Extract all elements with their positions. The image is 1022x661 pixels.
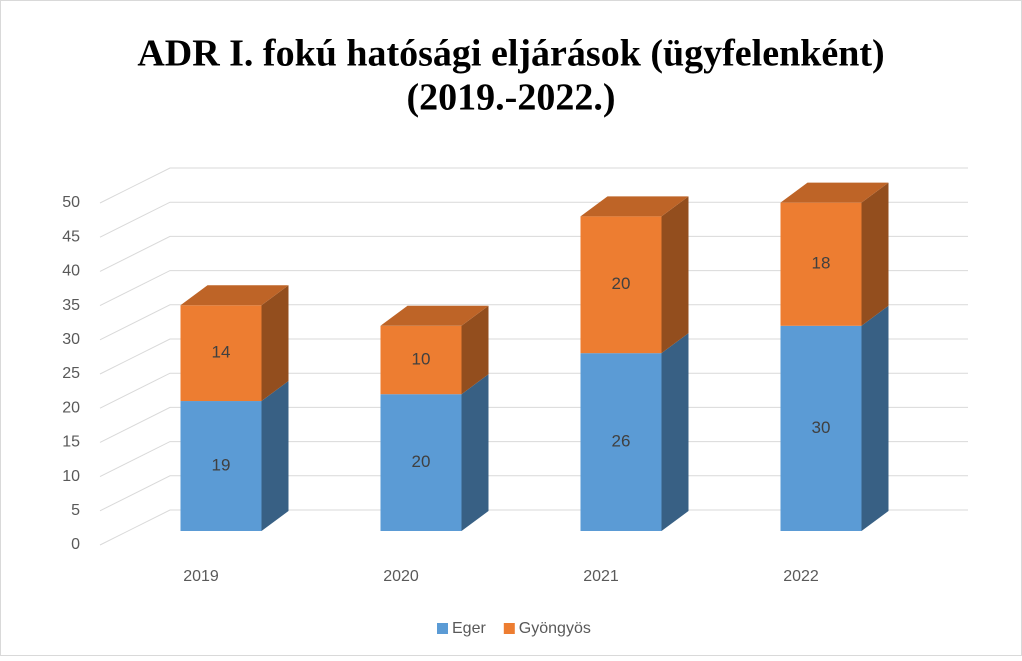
grid-line [99,475,968,512]
y-tick-label: 25 [62,365,80,382]
chart-title: (2019.-2022.) [407,77,616,119]
bar-side [461,305,489,395]
bar [180,305,262,402]
y-tick-label: 45 [62,228,80,245]
y-tick-label: 15 [62,434,80,451]
y-tick-label: 20 [62,399,80,416]
y-tick-label: 50 [62,194,80,211]
data-label: 26 [612,432,631,451]
legend-swatch [437,623,448,634]
data-label: 20 [412,452,431,471]
chart-title: ADR I. fokú hatósági eljárások (ügyfelen… [137,33,884,75]
y-tick-label: 10 [62,468,80,485]
x-tick-label: 2022 [783,568,819,585]
y-tick-label: 40 [62,263,80,280]
bar-side [661,333,689,531]
bar-top [380,305,489,326]
x-tick-label: 2019 [183,568,219,585]
bar-top [580,196,689,217]
grid-line [99,406,968,443]
grid-line [99,167,968,204]
grid-line [99,201,968,238]
bar [780,202,862,326]
bar [780,325,862,531]
data-label: 10 [412,349,431,368]
bar-side [861,182,889,326]
legend-label: Eger [452,620,486,637]
grid-line [99,441,968,478]
legend-swatch [503,623,515,634]
y-tick-label: 5 [71,502,80,519]
grid-line [99,270,968,307]
bar-side [861,305,889,531]
data-label: 30 [812,418,831,437]
x-tick-label: 2020 [383,568,419,585]
bar-top [180,285,289,306]
x-tick-label: 2021 [583,568,619,585]
bar [380,394,462,531]
grid-line [99,372,968,409]
grid-line [99,304,968,341]
bar [580,353,662,531]
y-tick-label: 35 [62,297,80,314]
bar [380,325,462,395]
y-tick-label: 30 [62,331,80,348]
data-label: 14 [212,343,231,362]
bar-side [261,381,289,531]
bar-top [780,182,889,203]
grid-line [99,509,968,546]
grid-line [99,338,968,375]
bar-side [461,374,489,531]
bar-side [661,196,689,354]
grid-line [99,235,968,272]
bar [180,401,262,531]
data-label: 19 [212,456,231,475]
legend-label: Gyöngyös [519,620,591,637]
bar-side [261,285,289,402]
plot-area: 0510152025303540455020191914202020102021… [62,167,968,637]
data-label: 20 [612,274,631,293]
bar [580,216,662,354]
data-label: 18 [812,254,831,273]
y-tick-label: 0 [71,536,80,553]
